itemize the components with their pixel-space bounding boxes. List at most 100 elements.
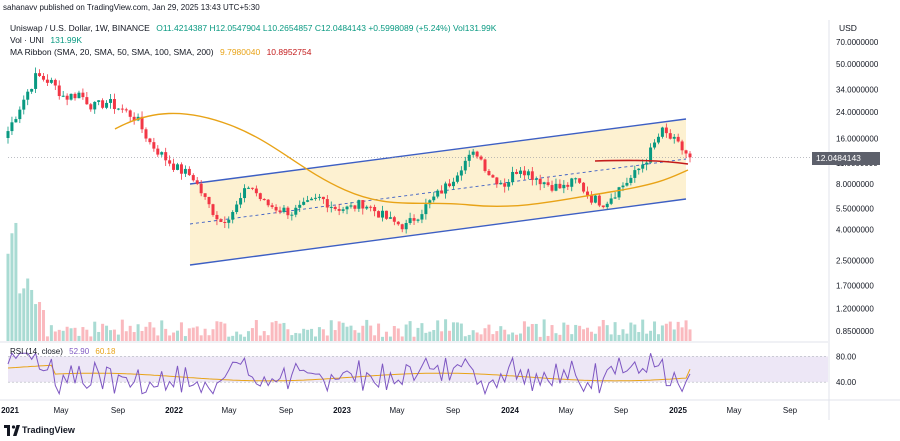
candle-body — [250, 187, 254, 189]
volume-bar — [69, 328, 73, 341]
price-axis[interactable]: 70.0000000 50.0000000 34.0000000 24.0000000… — [828, 20, 879, 420]
candle-body — [290, 214, 294, 216]
tradingview-logo-icon[interactable] — [4, 425, 20, 436]
candle-body — [172, 163, 176, 170]
volume-label[interactable]: Vol · UNI — [10, 35, 45, 45]
price-tick-label: 0.8500000 — [836, 327, 874, 336]
symbol-legend: Uniswap / U.S. Dollar, 1W, BINANCE O11.4… — [10, 23, 496, 33]
candle-body — [183, 168, 187, 174]
volume-bar — [156, 335, 160, 341]
candle-body — [97, 100, 101, 102]
volume-bar — [89, 336, 93, 341]
volume-bar — [313, 336, 317, 341]
rsi-label[interactable]: RSI (14, close) — [10, 347, 63, 356]
volume-bar — [680, 327, 684, 341]
volume-bar — [108, 330, 112, 341]
volume-bar — [250, 328, 254, 341]
ascending-channel[interactable] — [8, 118, 828, 266]
candle-body — [621, 185, 625, 188]
candle-body — [546, 182, 550, 186]
volume-bar — [325, 335, 329, 341]
candle-body — [333, 206, 337, 210]
volume-bar — [589, 331, 593, 341]
candle-body — [22, 99, 26, 110]
candle-body — [270, 205, 274, 207]
candle-body — [73, 93, 77, 99]
volume-bar — [65, 326, 69, 341]
volume-bar — [199, 335, 203, 341]
candle-body — [278, 210, 282, 213]
symbol-title[interactable]: Uniswap / U.S. Dollar, 1W, BINANCE — [10, 23, 150, 33]
candle-body — [424, 204, 428, 215]
candle-body — [57, 85, 61, 97]
volume-bar — [191, 327, 195, 341]
volume-bar — [38, 301, 42, 341]
candle-body — [609, 198, 613, 204]
volume-bar — [136, 324, 140, 341]
candle-body — [542, 182, 546, 185]
candle-body — [637, 168, 641, 171]
candle-body — [144, 129, 148, 139]
candle-body — [65, 95, 69, 100]
candle-body — [168, 160, 172, 164]
volume-bar — [369, 325, 373, 341]
volume-bar — [34, 304, 38, 341]
time-tick-label: May — [389, 406, 404, 415]
candle-body — [451, 181, 455, 187]
volume-bar — [582, 329, 586, 341]
time-tick-label: Sep — [446, 406, 461, 415]
volume-bar — [530, 324, 534, 341]
volume-bar — [404, 324, 408, 341]
volume-bar — [207, 335, 211, 341]
candle-body — [672, 136, 676, 139]
currency-label[interactable]: USD — [839, 23, 857, 33]
high-value: H12.0547904 — [209, 23, 261, 33]
volume-bar — [432, 330, 436, 341]
volume-bar — [187, 328, 191, 341]
candle-body — [116, 108, 120, 110]
volume-indicator-value: 131.99K — [50, 35, 83, 45]
volume-bar — [416, 327, 420, 341]
volume-bar — [195, 326, 199, 341]
candles[interactable] — [6, 67, 692, 234]
candle-body — [231, 212, 235, 220]
candle-body — [353, 205, 357, 209]
candle-body — [467, 154, 471, 161]
candle-body — [140, 116, 144, 130]
candle-body — [101, 100, 105, 108]
volume-bar — [566, 324, 570, 341]
ma-legend: MA Ribbon (SMA, 20, SMA, 50, SMA, 100, S… — [10, 47, 311, 57]
current-price-tag: 12.0484143 — [812, 152, 880, 165]
time-tick-label: Sep — [279, 406, 294, 415]
price-tick-label: 1.2000000 — [836, 304, 874, 313]
time-tick-label: Sep — [614, 406, 629, 415]
rsi-tick-label: 40.00 — [836, 378, 857, 387]
volume-bar — [672, 329, 676, 341]
volume-bar — [333, 330, 337, 341]
candle-body — [357, 200, 361, 209]
candle-body — [6, 131, 10, 138]
candle-body — [396, 221, 400, 225]
candle-body — [341, 209, 345, 211]
volume-bar — [239, 334, 243, 341]
candle-body — [298, 204, 302, 208]
volume-bar — [14, 222, 18, 341]
volume-bar — [345, 326, 349, 341]
volume-bar — [152, 327, 156, 341]
time-axis[interactable]: 2021 May Sep 2022 May Sep 2023 May Sep 2024 May Sep… — [0, 399, 900, 415]
tradingview-brand[interactable]: TradingView — [22, 425, 75, 435]
open-value: O11.4214387 — [156, 23, 208, 33]
candle-body — [550, 185, 554, 191]
low-value: L10.2654857 — [262, 23, 313, 33]
candle-body — [361, 200, 365, 209]
rsi-ma-value: 60.18 — [95, 347, 116, 356]
candle-body — [219, 219, 223, 223]
rsi-value: 52.90 — [69, 347, 90, 356]
rsi-pane[interactable] — [0, 341, 828, 396]
volume-bar — [10, 233, 14, 341]
candle-body — [160, 152, 164, 155]
time-tick-label: Sep — [111, 406, 126, 415]
candle-body — [483, 159, 487, 171]
ma-label[interactable]: MA Ribbon (SMA, 20, SMA, 50, SMA, 100, S… — [10, 47, 214, 57]
